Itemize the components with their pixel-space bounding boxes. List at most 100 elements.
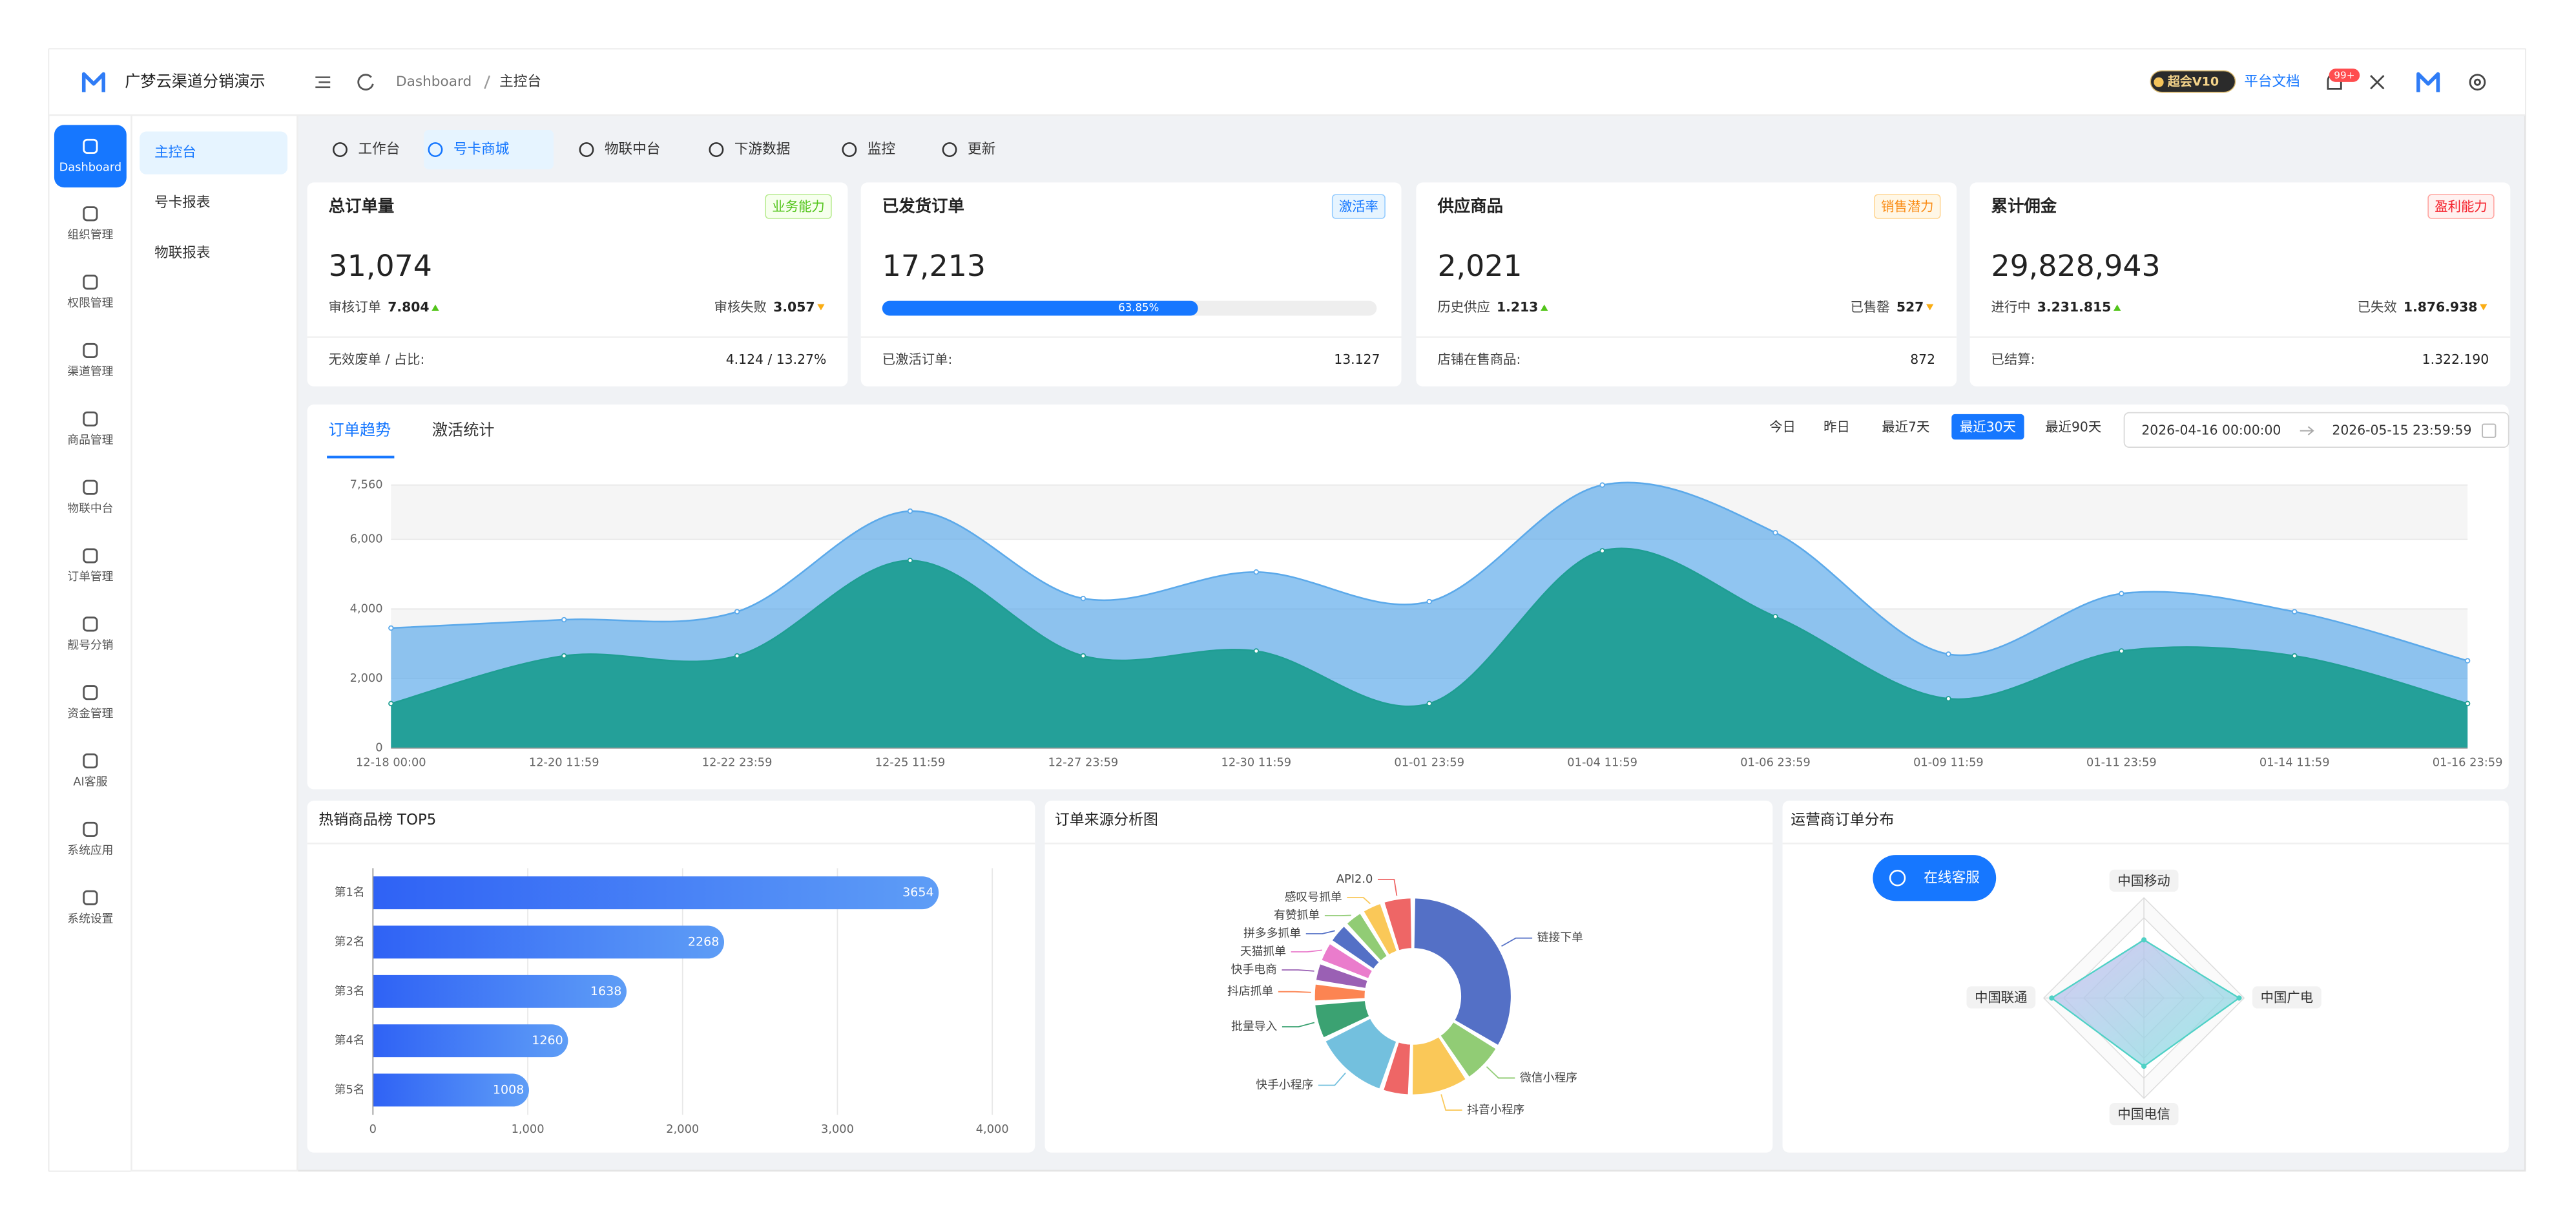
- tab[interactable]: 下游数据: [734, 142, 790, 158]
- range-filter[interactable]: 最近90天: [2045, 419, 2101, 435]
- refresh-icon[interactable]: [357, 74, 374, 90]
- tab[interactable]: 物联中台: [605, 142, 660, 158]
- menu-item[interactable]: 权限管理: [67, 297, 113, 310]
- pie-slice: [1383, 897, 1413, 952]
- data-point: [1599, 548, 1605, 554]
- range-filter[interactable]: 今日: [1769, 419, 1796, 435]
- active-submenu-bg: [140, 131, 288, 174]
- tab-icon: [842, 142, 857, 157]
- docs-link[interactable]: 平台文档: [2244, 74, 2300, 90]
- pie-slice: [1382, 1041, 1412, 1096]
- date-range-box: [2123, 412, 2509, 448]
- menu-item[interactable]: 订单管理: [67, 570, 113, 584]
- label-leader: [1291, 949, 1322, 952]
- stat-card: [1969, 182, 2511, 386]
- radar-point: [2141, 937, 2147, 943]
- bar: [373, 974, 627, 1008]
- card-tag-bg: [1331, 194, 1386, 219]
- y-tick-label: 第2名: [335, 935, 365, 949]
- data-point: [2464, 700, 2471, 707]
- chart-tab[interactable]: 订单趋势: [329, 421, 391, 439]
- label-leader: [1282, 969, 1314, 972]
- indicator-label-bg: [2252, 986, 2322, 1009]
- menu-icon: [83, 753, 98, 769]
- menu-item[interactable]: 渠道管理: [67, 365, 113, 379]
- submenu-item[interactable]: 物联报表: [154, 245, 210, 261]
- label-leader: [1501, 937, 1533, 947]
- panel-title: 热销商品榜 TOP5: [318, 812, 436, 828]
- trend-down-icon: [1926, 304, 1934, 311]
- data-point: [734, 609, 740, 615]
- settings-icon[interactable]: [2469, 74, 2486, 91]
- data-point: [1772, 613, 1778, 620]
- label-leader: [1305, 930, 1335, 934]
- menu-item[interactable]: AI客服: [73, 775, 107, 789]
- bar-value-label: 1638: [590, 984, 622, 998]
- support-icon: [1889, 870, 1906, 887]
- submenu-panel: [130, 114, 298, 1172]
- menu-item[interactable]: 组织管理: [67, 228, 113, 242]
- data-point: [2119, 591, 2124, 596]
- card-footer-value: 872: [1910, 352, 1935, 367]
- chart-tab[interactable]: 激活统计: [432, 421, 495, 439]
- submenu-item[interactable]: 号卡报表: [154, 195, 210, 211]
- slice-label: 批量导入: [1231, 1020, 1277, 1033]
- breadcrumb-item[interactable]: Dashboard: [396, 74, 472, 90]
- card-right-label: 已失效: [2358, 299, 2397, 315]
- app-title: 广梦云渠道分销演示: [125, 72, 265, 90]
- submenu-item[interactable]: 主控台: [154, 145, 196, 161]
- range-filter[interactable]: 最近7天: [1882, 419, 1929, 435]
- data-point: [561, 653, 567, 659]
- data-point: [388, 625, 394, 631]
- notification-count: 99+: [2334, 70, 2354, 81]
- tab[interactable]: 监控: [867, 142, 895, 158]
- data-point: [1080, 653, 1086, 659]
- indicator-label-bg: [2109, 869, 2179, 892]
- tab[interactable]: 号卡商城: [453, 142, 509, 158]
- support-button-label[interactable]: 在线客服: [1924, 870, 1979, 886]
- menu-item[interactable]: 物联中台: [67, 501, 113, 515]
- pie-slice: [1313, 983, 1367, 1002]
- menu-item[interactable]: 系统应用: [67, 844, 113, 857]
- y-tick-label: 2,000: [350, 671, 383, 685]
- x-tick-label: 12-30 11:59: [1221, 756, 1292, 770]
- label-leader: [1282, 1022, 1315, 1027]
- slice-label: 快手小程序: [1256, 1078, 1313, 1091]
- radar-point: [2141, 1063, 2147, 1069]
- menu-item[interactable]: 商品管理: [67, 433, 113, 447]
- tab[interactable]: 更新: [968, 142, 995, 158]
- card-tag-bg: [765, 194, 832, 219]
- date-end[interactable]: 2026-05-15 23:59:59: [2332, 423, 2471, 438]
- x-tick-label: 12-20 11:59: [529, 756, 599, 770]
- menu-item[interactable]: Dashboard: [59, 161, 122, 174]
- support-button[interactable]: [1873, 855, 1997, 901]
- menu-item[interactable]: 靓号分销: [67, 638, 113, 652]
- x-tick-label: 01-16 23:59: [2433, 756, 2503, 770]
- stat-card: [860, 182, 1402, 386]
- stat-card: [307, 182, 848, 386]
- menu-item[interactable]: 系统设置: [67, 912, 113, 925]
- range-filter[interactable]: 昨日: [1823, 419, 1850, 435]
- slice-label: API2.0: [1336, 872, 1373, 886]
- slice-label: 感叹号抓单: [1285, 890, 1342, 904]
- app-logo: [81, 72, 106, 92]
- x-tick-label: 12-27 23:59: [1048, 756, 1119, 770]
- label-leader: [1377, 879, 1398, 896]
- menu-item[interactable]: 资金管理: [67, 707, 113, 720]
- data-point: [1946, 696, 1951, 702]
- menu-toggle-icon[interactable]: [315, 76, 331, 89]
- active-tab-bg: [424, 130, 554, 170]
- range-filter[interactable]: 最近30天: [1960, 419, 2016, 435]
- card-tag: 激活率: [1339, 199, 1378, 215]
- member-badge-bg: [2150, 70, 2236, 93]
- sidebar: [49, 49, 132, 1171]
- card-value: 31,074: [329, 248, 432, 283]
- card-title: 累计佣金: [1991, 196, 2057, 216]
- card-value: 2,021: [1437, 248, 1522, 283]
- fullscreen-icon[interactable]: [2370, 75, 2385, 90]
- card-left-label: 审核订单: [329, 299, 381, 315]
- date-start[interactable]: 2026-04-16 00:00:00: [2141, 423, 2281, 438]
- x-tick-label: 0: [369, 1122, 377, 1136]
- pie-slice: [1331, 925, 1380, 971]
- tab[interactable]: 工作台: [358, 142, 400, 158]
